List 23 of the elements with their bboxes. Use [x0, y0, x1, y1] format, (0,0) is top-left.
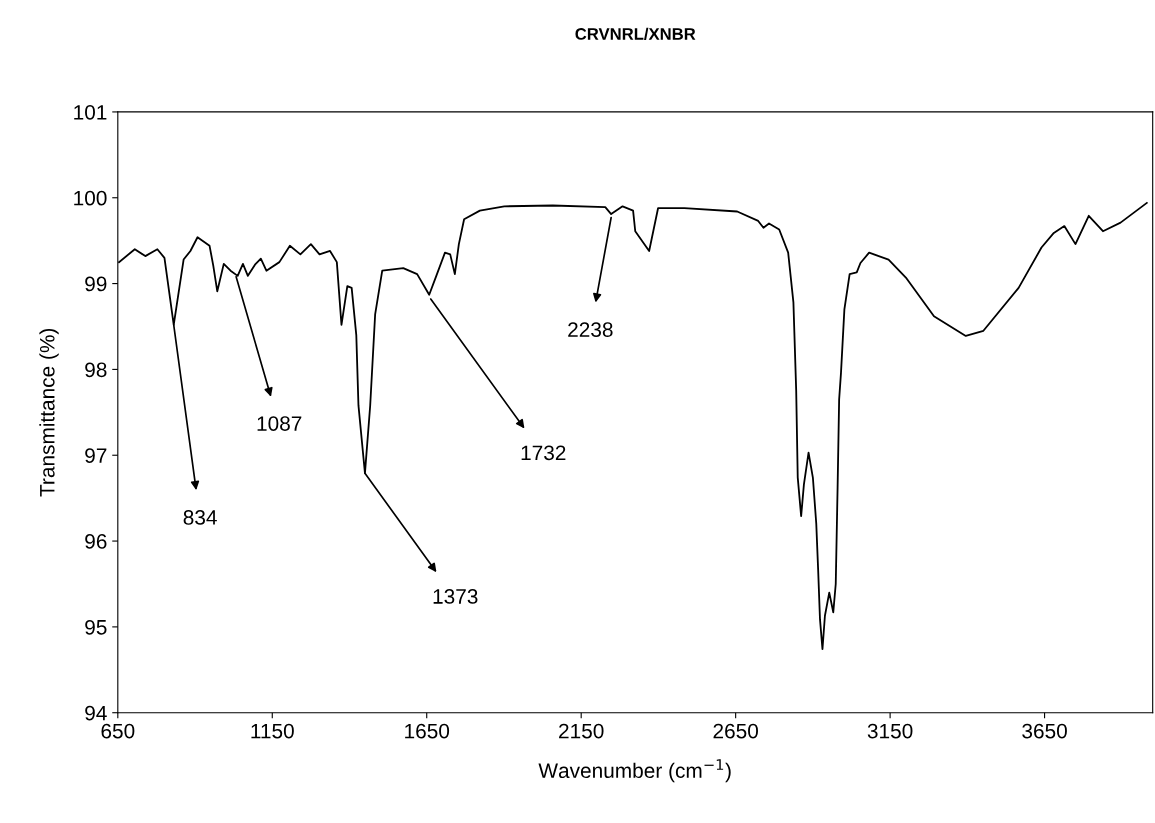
annotation: 2238: [568, 322, 613, 337]
x-tick-label: 2150: [559, 723, 604, 739]
y-tick-label: 101: [74, 104, 107, 120]
x-tick-label: 1150: [251, 723, 294, 739]
x-tick-label: 3650: [1022, 723, 1067, 739]
y-tick-label: 98: [85, 362, 107, 378]
y-tick-label: 97: [85, 448, 107, 463]
x-tick-label: 1650: [405, 723, 450, 739]
y-tick-label: 96: [85, 534, 107, 549]
y-tick-label: 99: [85, 276, 107, 292]
annotation: 1087: [257, 416, 302, 431]
annotation: 1732: [521, 445, 566, 461]
x-axis-title: Wavenumber (cm$^{−1}$): [538, 759, 731, 783]
y-tick-label: 100: [74, 190, 107, 206]
y-tick-label: 95: [85, 619, 107, 635]
x-tick-label: 3150: [867, 723, 913, 739]
x-tick-label: 650: [101, 723, 135, 739]
y-tick-label: 94: [85, 705, 107, 721]
annotation: 834: [183, 510, 217, 525]
x-tick-label: 2650: [713, 723, 759, 739]
chart-title: CRVNRL/XNBR: [575, 27, 696, 41]
annotation: 1373: [433, 589, 478, 604]
y-axis-title: Transmittance (%): [39, 328, 59, 497]
